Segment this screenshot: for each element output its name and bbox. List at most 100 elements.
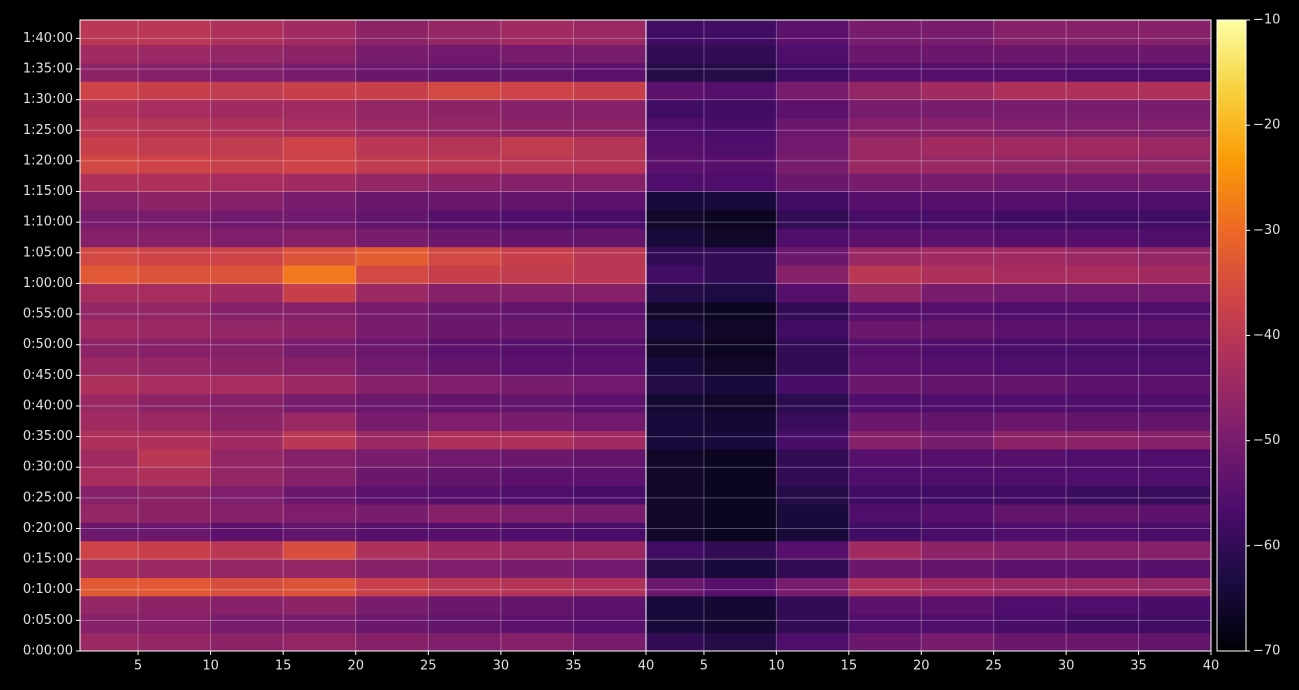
heatmap-cell: [776, 632, 850, 652]
heatmap-cell: [1066, 136, 1140, 156]
heatmap-cell: [1138, 191, 1212, 211]
heatmap-cell: [355, 393, 429, 413]
heatmap-cell: [776, 246, 850, 266]
heatmap-cell: [703, 503, 777, 523]
heatmap-cell: [1138, 356, 1212, 376]
heatmap-cell: [1138, 246, 1212, 266]
heatmap-cell: [138, 228, 212, 248]
heatmap-cell: [210, 173, 284, 193]
heatmap-cell: [703, 430, 777, 450]
colorbar-tick-label: −70: [1253, 644, 1280, 659]
heatmap-cell: [428, 265, 502, 284]
heatmap-cell: [993, 44, 1067, 64]
heatmap-cell: [573, 595, 647, 615]
heatmap-cell: [573, 44, 647, 64]
heatmap-cell: [573, 154, 647, 174]
heatmap-cell: [703, 559, 777, 578]
heatmap-cell: [138, 154, 212, 174]
heatmap-cell: [500, 81, 574, 101]
heatmap-cell: [80, 118, 139, 137]
heatmap-cell: [283, 62, 357, 82]
heatmap-cell: [703, 118, 777, 137]
heatmap-cell: [848, 62, 922, 82]
heatmap-cell: [921, 81, 995, 101]
heatmap-cell: [703, 20, 777, 46]
heatmap-cell: [428, 118, 502, 137]
y-tick-label: 1:10:00: [23, 215, 73, 230]
heatmap-cell: [848, 522, 922, 542]
heatmap-cell: [428, 595, 502, 615]
heatmap-cell: [80, 191, 139, 211]
heatmap-cell: [703, 81, 777, 101]
heatmap-cell: [1138, 283, 1212, 303]
heatmap-cell: [500, 412, 574, 431]
heatmap-cell: [848, 246, 922, 266]
heatmap-cell: [921, 614, 995, 634]
y-tick-label: 0:45:00: [23, 368, 73, 383]
heatmap-cell: [138, 412, 212, 431]
heatmap-cell: [1138, 614, 1212, 634]
heatmap-cell: [355, 356, 429, 376]
heatmap-cell: [776, 338, 850, 358]
heatmap-cell: [776, 467, 850, 487]
heatmap-cell: [428, 173, 502, 193]
heatmap-cell: [921, 191, 995, 211]
heatmap-cell: [573, 301, 647, 321]
heatmap-cell: [428, 485, 502, 505]
heatmap-cell: [646, 81, 705, 101]
heatmap-cell: [1066, 614, 1140, 634]
heatmap-cell: [283, 559, 357, 578]
heatmap-cell: [138, 173, 212, 193]
heatmap-cell: [646, 540, 705, 560]
y-tick-label: 0:10:00: [23, 582, 73, 597]
heatmap-cell: [1138, 393, 1212, 413]
heatmap-cell: [848, 209, 922, 229]
heatmap-cell: [355, 338, 429, 358]
heatmap-cell: [703, 614, 777, 634]
heatmap-cell: [776, 81, 850, 101]
heatmap-cell: [776, 356, 850, 376]
heatmap-cell: [573, 632, 647, 652]
heatmap-cell: [1066, 595, 1140, 615]
heatmap-cell: [500, 301, 574, 321]
heatmap-cell: [646, 246, 705, 266]
heatmap-cell: [210, 62, 284, 82]
heatmap-cell: [646, 44, 705, 64]
heatmap-cell: [428, 209, 502, 229]
heatmap-cell: [355, 301, 429, 321]
heatmap-cell: [500, 393, 574, 413]
y-tick-label: 1:25:00: [23, 123, 73, 138]
heatmap-cell: [776, 173, 850, 193]
heatmap-cell: [848, 118, 922, 137]
heatmap-cell: [848, 577, 922, 597]
heatmap-cell: [283, 173, 357, 193]
heatmap-cell: [500, 485, 574, 505]
heatmap-cell: [573, 540, 647, 560]
heatmap-cell: [283, 191, 357, 211]
heatmap-cell: [1138, 559, 1212, 578]
heatmap-cell: [355, 503, 429, 523]
heatmap-cell: [80, 559, 139, 578]
heatmap-cell: [428, 44, 502, 64]
heatmap-cell: [500, 338, 574, 358]
heatmap-cell: [80, 467, 139, 487]
heatmap-cell: [776, 62, 850, 82]
heatmap-cell: [646, 99, 705, 119]
y-tick-label: 1:15:00: [23, 184, 73, 199]
heatmap-cell: [993, 467, 1067, 487]
heatmap-cell: [138, 503, 212, 523]
heatmap-cell: [993, 320, 1067, 340]
heatmap-cell: [921, 485, 995, 505]
heatmap-cell: [1066, 577, 1140, 597]
heatmap-cell: [573, 485, 647, 505]
heatmap-cell: [993, 595, 1067, 615]
heatmap-cell: [646, 375, 705, 395]
heatmap-cell: [428, 467, 502, 487]
heatmap-cell: [355, 614, 429, 634]
heatmap-cell: [993, 20, 1067, 46]
heatmap-cell: [703, 209, 777, 229]
heatmap-cell: [80, 412, 139, 431]
heatmap-cell: [428, 320, 502, 340]
heatmap-cell: [210, 412, 284, 431]
heatmap-cell: [1138, 485, 1212, 505]
